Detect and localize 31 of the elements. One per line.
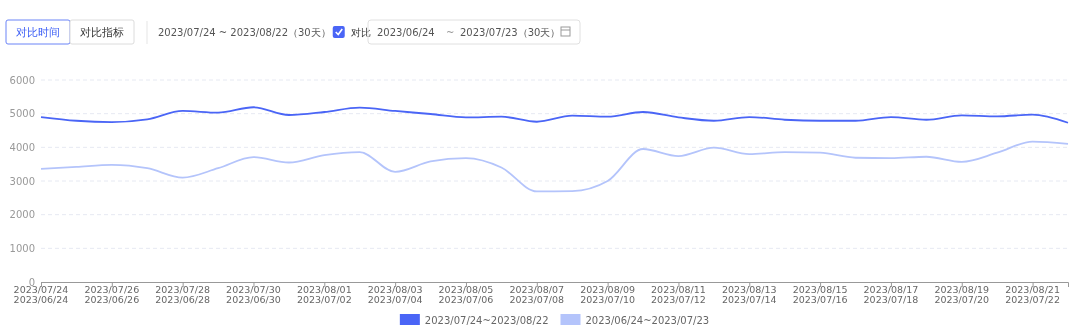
x-tick-label: 2023/08/07 2023/07/08 [509,284,565,305]
x-tick-label: 2023/08/03 2023/07/04 [367,284,423,305]
legend-label: 2023/06/24~2023/07/23 [585,314,710,326]
y-tick-label: 3000 [9,175,35,187]
x-tick-label: 2023/08/19 2023/07/20 [934,284,990,305]
text: 2023/07/23（30天） [460,27,561,38]
y-tick-label: 4000 [9,142,35,154]
legend-label: 2023/07/24~2023/08/22 [424,314,549,326]
text: 对比时间 [16,26,60,39]
y-tick-label: 5000 [9,108,35,120]
x-tick-label: 2023/08/05 2023/07/06 [438,284,494,305]
x-tick-label: 2023/08/21 2023/07/22 [1005,284,1060,305]
x-tick-label: 2023/08/15 2023/07/16 [792,284,848,305]
y-tick-label: 6000 [9,74,35,86]
text: 2023/07/24 ~ 2023/08/22（30天） [158,27,331,38]
x-tick-label: 2023/08/17 2023/07/18 [863,284,919,305]
x-tick-label: 2023/08/01 2023/07/02 [296,284,352,305]
text: 对比指标 [80,26,124,39]
x-tick-label: 2023/08/09 2023/07/10 [580,284,635,305]
x-tick-label: 2023/07/30 2023/06/30 [226,284,281,305]
y-tick-label: 1000 [9,243,35,255]
x-tick-label: 2023/07/26 2023/06/26 [84,284,140,305]
x-tick-label: 2023/07/28 2023/06/28 [155,284,211,305]
line-series [40,140,1069,193]
text: 2023/06/24 [377,27,435,38]
text: 对比 [350,27,371,38]
y-tick-label: 2000 [9,209,35,221]
x-tick-label: 2023/08/11 2023/07/12 [651,284,706,305]
line-series [40,106,1069,124]
text: ~ [446,27,455,38]
x-tick-label: 2023/08/13 2023/07/14 [721,284,777,305]
